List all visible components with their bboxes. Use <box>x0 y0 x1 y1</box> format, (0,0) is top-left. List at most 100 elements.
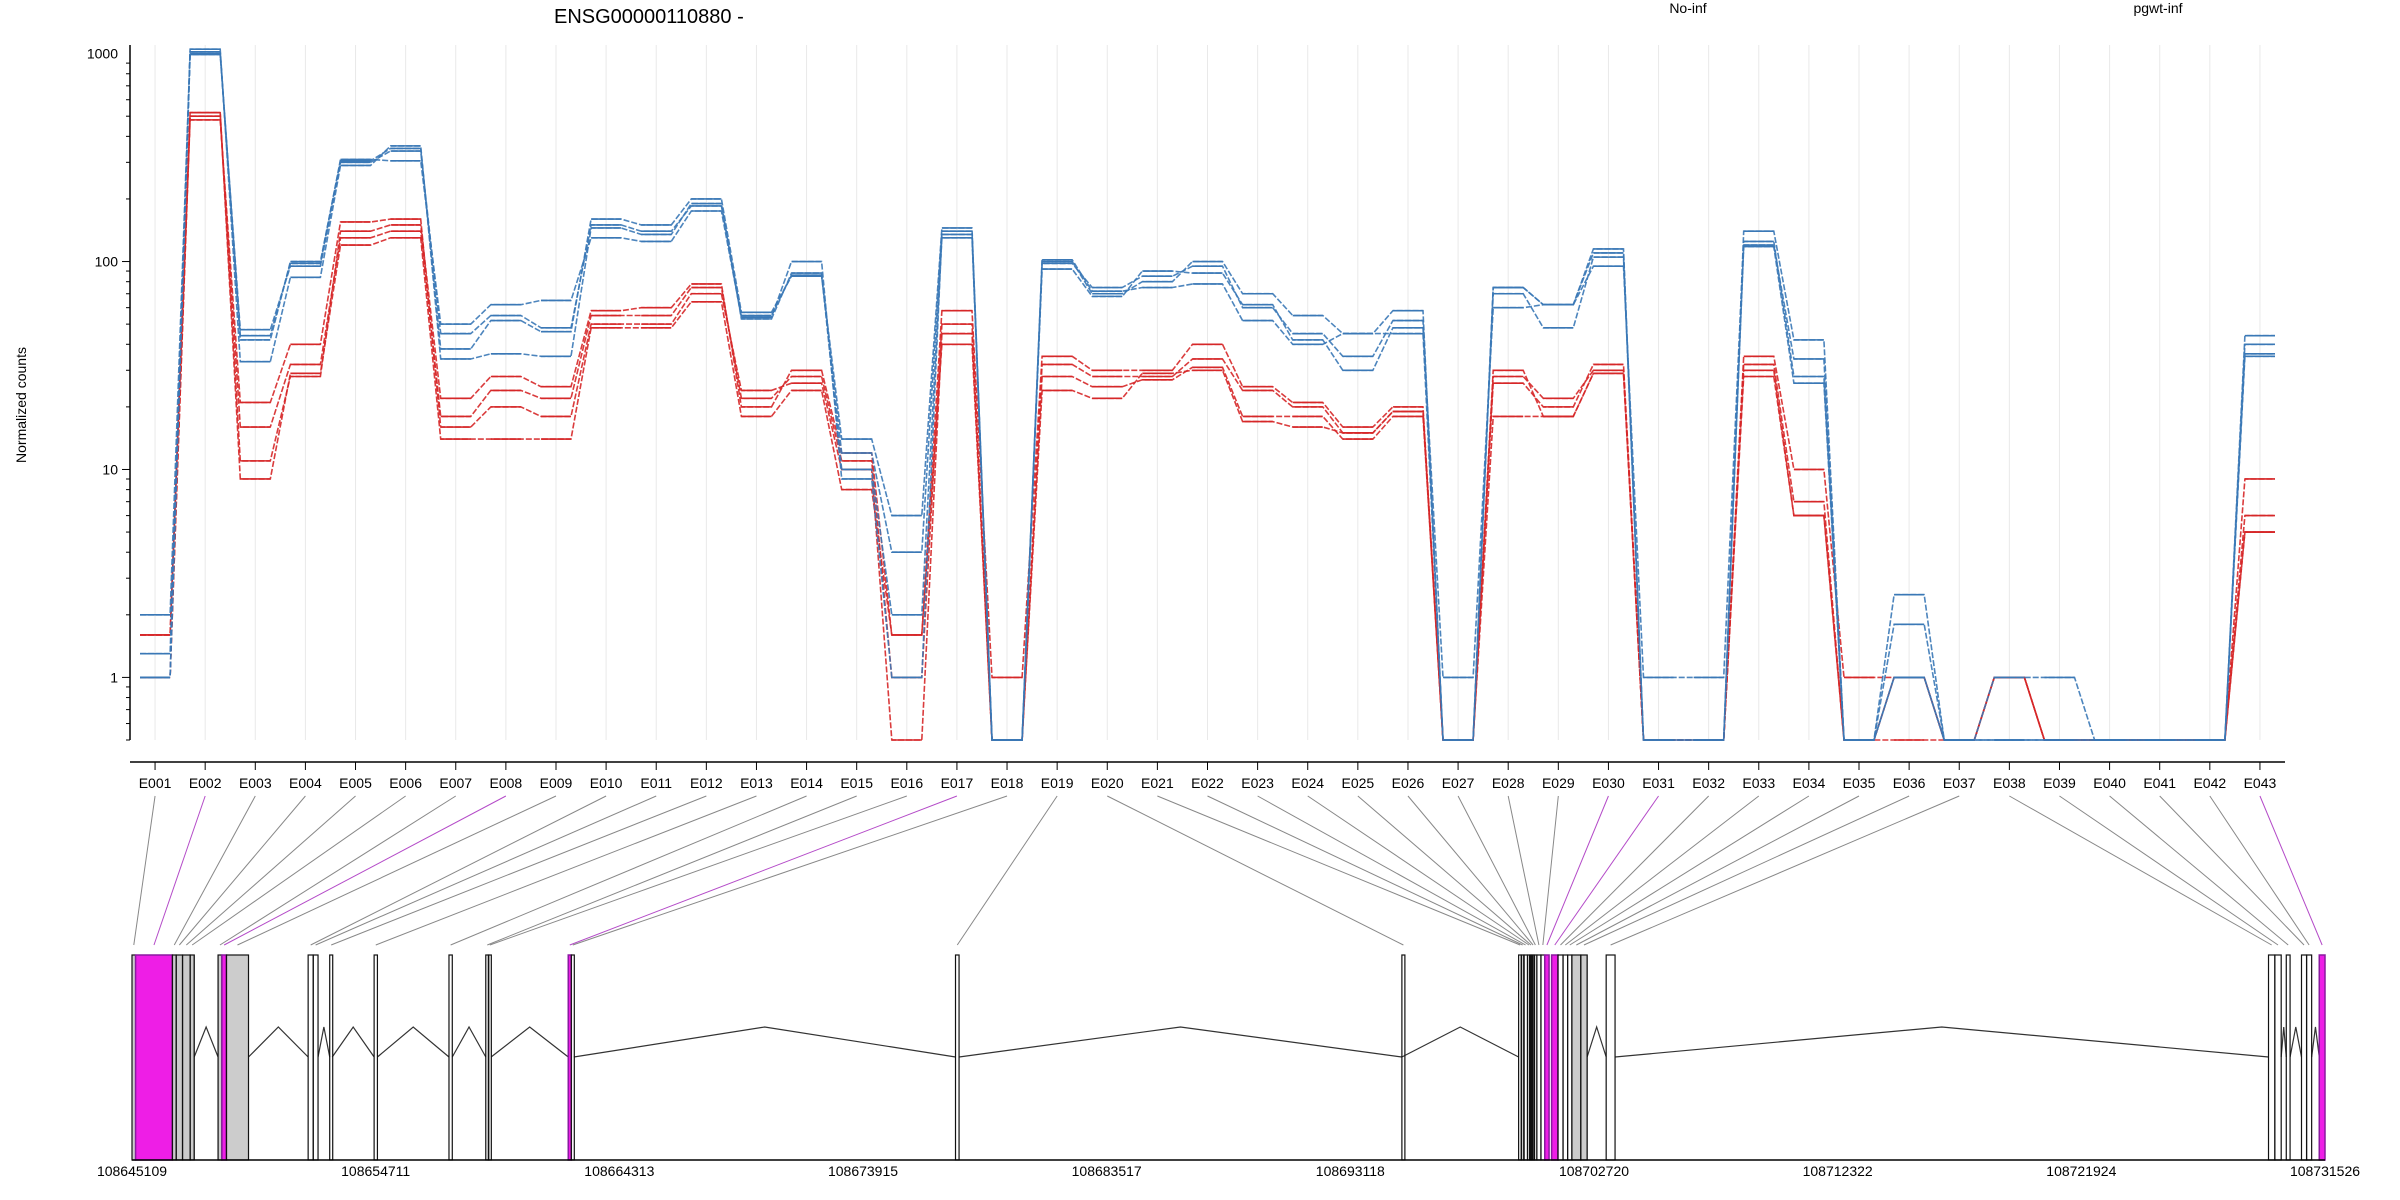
exon <box>312 954 319 1161</box>
x-tick-label: E035 <box>1843 775 1876 791</box>
y-tick-label: 1000 <box>87 46 118 62</box>
x-tick-label: E015 <box>840 775 873 791</box>
exon-connector <box>223 795 507 946</box>
x-tick-label: E039 <box>2043 775 2076 791</box>
intron-line <box>1401 1026 1519 1058</box>
intron-line <box>248 1026 309 1058</box>
exon-highlighted <box>2318 954 2326 1161</box>
exon-connector <box>375 795 757 946</box>
exon <box>175 954 184 1161</box>
intron-line <box>331 1025 375 1058</box>
intron-line <box>451 1025 487 1058</box>
intron-line <box>958 1026 1402 1058</box>
exon-connector <box>1610 795 1960 946</box>
x-tick-label: E012 <box>690 775 723 791</box>
exon-highlighted <box>134 954 174 1161</box>
x-tick-label: E010 <box>590 775 623 791</box>
gene-model <box>131 954 2326 1161</box>
exon <box>954 954 960 1161</box>
exon-connector <box>1507 795 1540 946</box>
gridlines <box>154 45 2261 740</box>
exon-connectors <box>133 795 2323 946</box>
x-tick-label: E034 <box>1793 775 1826 791</box>
x-tick-label: E019 <box>1041 775 1074 791</box>
coord-tick-label: 108693118 <box>1316 1163 1385 1179</box>
x-tick-label: E001 <box>139 775 172 791</box>
y-tick-label: 1 <box>110 669 118 685</box>
exon-connector <box>450 795 807 946</box>
exon-connector <box>191 795 406 946</box>
exon <box>1580 954 1588 1161</box>
exon-connector <box>569 795 958 946</box>
exon <box>1605 954 1616 1161</box>
x-tick-label: E024 <box>1291 775 1324 791</box>
exon-connector <box>315 795 657 946</box>
intron-line <box>2289 1026 2303 1058</box>
legend-pgwt-inf: pgwt-inf <box>2133 0 2182 16</box>
x-tick-label: E008 <box>490 775 523 791</box>
exon-connector <box>956 795 1058 946</box>
intron-line <box>317 1026 331 1058</box>
coord-tick-label: 108702720 <box>1559 1163 1629 1179</box>
exon-connector <box>1583 795 1910 946</box>
exon-connector <box>2209 795 2310 946</box>
x-tick-label: E002 <box>189 775 222 791</box>
x-tick-label: E031 <box>1642 775 1675 791</box>
y-axis: 1 10 100 1000 <box>87 45 131 741</box>
x-tick-label: E029 <box>1542 775 1575 791</box>
exon-connector <box>173 795 256 946</box>
y-tick-label: 100 <box>95 254 119 270</box>
coord-tick-label: 108683517 <box>1072 1163 1142 1179</box>
exon-connector <box>331 795 707 946</box>
exon-connector <box>1576 795 1860 946</box>
exon-connector <box>2109 795 2289 946</box>
coord-tick-label: 108645109 <box>97 1163 167 1179</box>
x-tick-label: E026 <box>1392 775 1425 791</box>
intron-line <box>193 1025 219 1058</box>
x-tick-label: E043 <box>2244 775 2277 791</box>
x-tick-label: E027 <box>1442 775 1475 791</box>
intron-line <box>573 1026 956 1058</box>
x-tick-label: E022 <box>1191 775 1224 791</box>
x-tick-label: E025 <box>1341 775 1374 791</box>
exon <box>307 954 314 1161</box>
exon-connector <box>2059 795 2279 946</box>
intron-line <box>2311 1026 2320 1058</box>
exon <box>181 954 191 1161</box>
x-axis: E001 E002 E003 E004 E005 E006 E007 E008 E009 E010… <box>130 761 2285 791</box>
exon-connector <box>1307 795 1530 946</box>
intron-line <box>1614 1026 2269 1058</box>
x-tick-label: E003 <box>239 775 272 791</box>
exon-connector <box>487 795 857 946</box>
coord-tick-label: 108673915 <box>828 1163 898 1179</box>
x-tick-label: E005 <box>339 775 372 791</box>
exon-connector <box>1407 795 1534 946</box>
x-tick-label: E004 <box>289 775 322 791</box>
exon <box>189 954 195 1161</box>
exon-highlighted <box>1544 954 1550 1161</box>
exon-connector <box>489 795 907 946</box>
exon-connector <box>1157 795 1521 946</box>
x-tick-label: E042 <box>2193 775 2226 791</box>
genomic-coordinate-axis: 108645109 108654711 108664313 108673915 1086… <box>97 1159 2360 1179</box>
x-tick-label: E030 <box>1592 775 1625 791</box>
exon-connector <box>1207 795 1523 946</box>
exon <box>2285 954 2291 1161</box>
x-tick-label: E009 <box>540 775 573 791</box>
exon-connector <box>219 795 457 946</box>
intron-line <box>490 1026 569 1058</box>
exon-connector <box>1569 795 1810 946</box>
exon-connector <box>1565 795 1760 946</box>
intron-line <box>1586 1025 1607 1058</box>
exon-connector <box>2259 795 2323 946</box>
intron-line <box>377 1026 450 1058</box>
exon-connector <box>2009 795 2272 946</box>
legend-no-inf: No-inf <box>1669 0 1706 16</box>
exon-connector <box>1107 795 1404 946</box>
y-axis-label: Normalized counts <box>13 347 29 463</box>
exon <box>2305 954 2313 1161</box>
x-tick-label: E017 <box>941 775 974 791</box>
exon <box>225 954 250 1161</box>
coord-tick-label: 108712322 <box>1803 1163 1873 1179</box>
exon <box>1571 954 1582 1161</box>
